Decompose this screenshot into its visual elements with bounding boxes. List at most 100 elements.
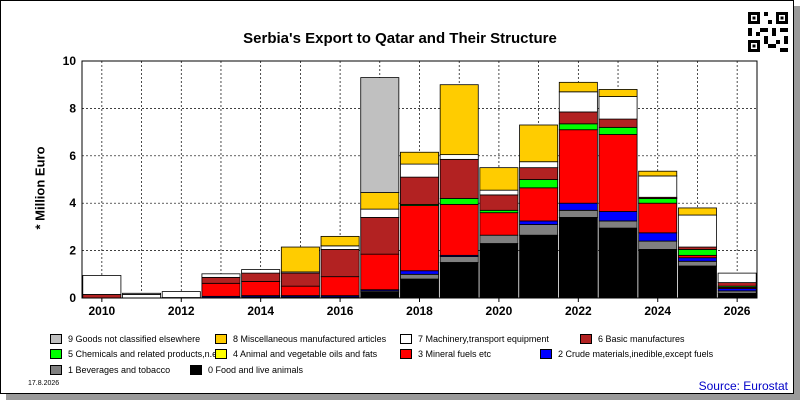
y-tick-label: 10 <box>63 54 77 68</box>
bar-segment <box>439 84 479 156</box>
bar-segment <box>400 278 439 299</box>
bar-segment <box>677 257 717 262</box>
bar-segment <box>400 270 439 275</box>
bar-segment <box>360 253 400 291</box>
bar-segment <box>717 282 757 287</box>
y-tick-label: 6 <box>69 149 76 163</box>
bar-segment <box>519 161 559 169</box>
bar-segment <box>439 158 479 199</box>
bar-segment <box>677 249 717 256</box>
bar-segment <box>400 176 439 205</box>
bar-segment <box>677 265 717 299</box>
bar-segment <box>82 275 122 295</box>
bar-segment <box>241 272 281 282</box>
bar-segment <box>320 235 360 247</box>
qr-code-icon <box>748 12 788 52</box>
x-tick-label: 2024 <box>644 304 671 318</box>
x-tick-label: 2012 <box>168 304 195 318</box>
bar-segment <box>638 175 678 198</box>
bar-segment <box>400 163 439 178</box>
bar-segment <box>360 192 400 210</box>
bar-segment <box>638 232 678 242</box>
bar-segment <box>320 276 360 297</box>
bar-segment <box>439 203 479 256</box>
bar-segment <box>479 194 519 211</box>
bar-segment <box>439 154 479 160</box>
bar-segment <box>519 187 559 222</box>
chart-title: Serbia's Export to Qatar and Their Struc… <box>243 30 557 47</box>
bar-segment <box>638 202 678 234</box>
bar-segment <box>122 292 162 295</box>
bar-segment <box>360 77 400 193</box>
bar-segment <box>558 209 598 218</box>
bar-segment <box>439 262 479 299</box>
bar-segment <box>122 294 162 299</box>
bar-segment <box>400 151 439 165</box>
bar-segment <box>320 245 360 250</box>
bar-segment <box>360 217 400 255</box>
bar-segment <box>241 281 281 297</box>
bar-segment <box>677 207 717 216</box>
bar-segment <box>558 129 598 204</box>
x-tick-label: 2020 <box>486 304 513 318</box>
bar-segment <box>320 249 360 278</box>
bar-segment <box>558 111 598 125</box>
x-tick-label: 2026 <box>724 304 751 318</box>
bar-segment <box>400 273 439 280</box>
bar-segment <box>161 291 201 298</box>
bar-segment <box>519 220 559 225</box>
bar-segment <box>201 273 241 278</box>
bar-segment <box>280 285 320 297</box>
bar-segment <box>558 217 598 299</box>
bar-segment <box>519 124 559 163</box>
bar-segment <box>638 198 678 204</box>
bar-segment <box>558 91 598 113</box>
y-tick-label: 0 <box>69 291 76 305</box>
bar-segment <box>638 249 678 299</box>
bar-segment <box>519 234 559 299</box>
bar-segment <box>598 118 638 128</box>
bar-segment <box>479 234 519 244</box>
bar-segment <box>201 276 241 284</box>
bar-segment <box>479 212 519 236</box>
bar-segment <box>717 292 757 299</box>
bar-segment <box>439 256 479 263</box>
bar-segment <box>598 227 638 299</box>
bar-segment <box>558 123 598 131</box>
bar-segment <box>280 272 320 287</box>
y-tick-label: 2 <box>69 244 76 258</box>
y-tick-label: 8 <box>69 101 76 115</box>
bar-segment <box>598 220 638 229</box>
bar-segment <box>201 282 241 297</box>
bar-segment <box>439 198 479 205</box>
bar-segment <box>479 167 519 191</box>
date-stamp: 17.8.2026 <box>28 380 60 387</box>
bar-segment <box>519 224 559 236</box>
bar-segment <box>360 208 400 218</box>
x-tick-label: 2018 <box>406 304 433 318</box>
bar-segment <box>598 96 638 120</box>
y-tick-label: 4 <box>69 196 76 210</box>
bar-segment <box>598 89 638 97</box>
bar-segment <box>280 246 320 273</box>
bar-segment <box>677 260 717 267</box>
bar-segment <box>519 179 559 189</box>
bar-segment <box>598 211 638 222</box>
bar-segment <box>558 202 598 211</box>
bar-segment <box>598 134 638 212</box>
x-tick-label: 2010 <box>89 304 116 318</box>
bar-segment <box>82 294 122 299</box>
bar-segment <box>598 126 638 135</box>
bar-segment <box>519 167 559 180</box>
source-note: Source: Eurostat <box>698 379 788 393</box>
bar-segment <box>638 170 678 177</box>
bar-segment <box>479 243 519 299</box>
bar-segment <box>241 269 281 274</box>
bar-segment <box>558 81 598 93</box>
bar-segment <box>400 205 439 272</box>
bar-segment <box>360 291 400 299</box>
bar-segment <box>638 240 678 250</box>
bar-segment <box>717 272 757 283</box>
x-tick-label: 2016 <box>327 304 354 318</box>
